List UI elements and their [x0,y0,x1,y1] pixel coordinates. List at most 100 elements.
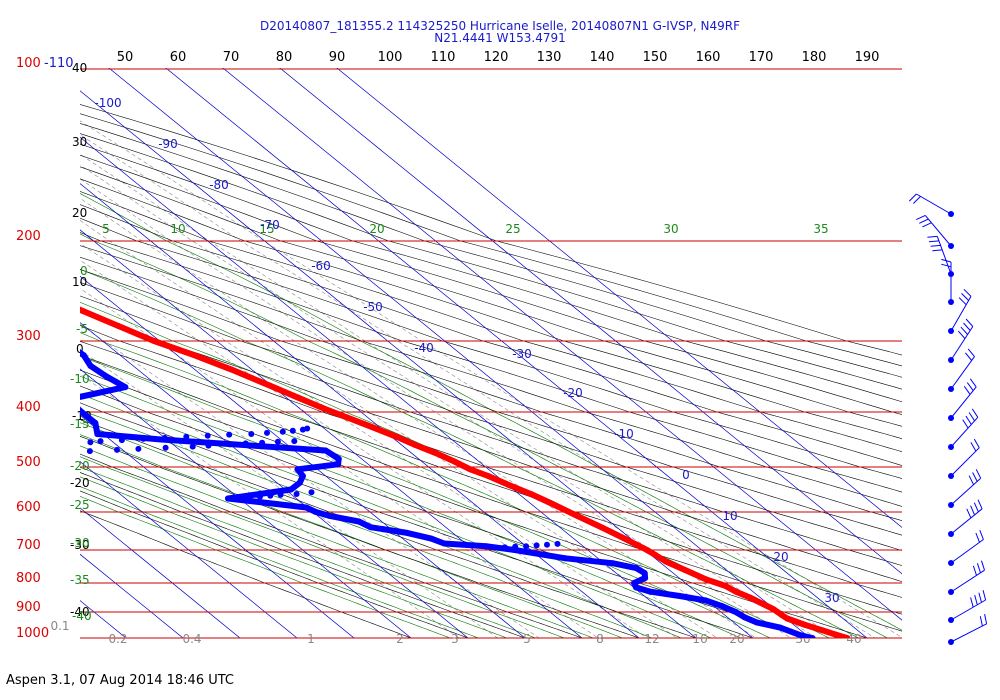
dewpoint-point [304,425,311,432]
isotherm-label: -40 [414,341,434,355]
isotherm-line [80,322,469,638]
dry-adiabat-line [80,453,583,638]
isotherm-line [165,68,868,638]
dry-adiabat-line [80,269,902,536]
dewpoint-point [483,543,490,550]
dewpoint-point [55,450,61,456]
temperature-point [819,627,826,634]
dewpoint-point [809,635,816,638]
dewpoint-point [80,406,81,410]
dry-adiabat-line [80,217,902,479]
mixing-ratio-label: 40 [846,632,861,646]
isotherm-line [80,90,754,638]
upper-green-label: 25 [505,222,520,236]
wind-barb [948,560,985,595]
dewpoint-point [94,431,101,437]
dewpoint-point [80,352,87,359]
left-green-label: -15 [70,417,90,431]
isotherm-line [336,68,902,528]
dewpoint-point [647,588,654,595]
mixing-ratio-line [80,373,460,638]
dewpoint-point [246,494,253,501]
title-line-1: D20140807_181355.2 114325250 Hurricane I… [260,19,740,33]
wind-barb [948,613,988,645]
moist-adiabat-line [80,332,801,638]
dry-adiabat-line [80,232,902,493]
dewpoint-point [312,509,319,515]
upper-green-label: 15 [259,222,274,236]
pressure-label: 300 [16,329,41,344]
pressure-label: 800 [16,571,41,586]
dewpoint-point [544,541,550,548]
dewpoint-point [140,435,147,442]
top-axis-label: 70 [223,50,240,65]
moist-adiabat-line [80,393,712,638]
temperature-point [80,308,86,314]
dewpoint-point [257,493,263,500]
dewpoint-point [291,438,298,445]
pressure-label: 600 [16,500,41,515]
left-temp-label: 30 [72,135,87,149]
dry-adiabat-line [80,385,811,638]
dry-adiabat-line [80,256,902,521]
dewpoint-point [294,466,301,473]
dewpoint-point [501,544,508,551]
dry-adiabat-line [80,435,640,638]
wind-barb [948,378,977,421]
dewpoint-point [288,486,294,493]
temperature-point [320,405,327,412]
wind-barb [948,499,983,537]
left-green-label: -20 [70,459,90,473]
top-axis-label: 50 [117,50,134,65]
dewpoint-point [279,428,286,435]
dewpoint-point [299,473,306,479]
temperature-point [770,606,777,613]
top-axis-label: 160 [696,50,721,65]
upper-green-label: 10 [170,222,185,236]
top-axis-label: 120 [484,50,509,65]
dewpoint-point [86,448,93,455]
isotherm-label: -10 [614,427,634,441]
moist-adiabat-line [80,496,451,638]
isotherm-label: 10 [722,509,737,523]
left-temp-label: 0 [76,342,84,356]
dewpoint-point [205,442,212,449]
left-temp-label: 10 [72,275,87,289]
dewpoint-point [631,580,638,586]
dewpoint-point [404,529,411,536]
dewpoint-point [114,446,120,453]
left-temp-label: -30 [70,538,90,552]
dewpoint-point [512,543,519,550]
dewpoint-point [204,432,211,439]
pressure-label: 100 [16,56,41,71]
dewpoint-point [367,524,374,531]
pressure-label: 900 [16,600,41,615]
mixing-ratio-label: 8 [596,632,604,646]
wind-barbs [908,193,988,645]
wind-barb [948,530,984,566]
mixing-ratio-line [80,134,876,638]
temperature-point [547,500,554,506]
dewpoint-point [92,420,99,426]
dewpoint-point [798,632,805,638]
temperature-point [344,414,351,421]
dewpoint-point [97,438,104,445]
mixing-ratio-line [80,259,648,638]
dewpoint-point [533,542,540,549]
temperature-point [22,284,28,290]
left-temp-label: 20 [72,206,87,220]
axis-labels: 1002003004005006007008009001000-11040302… [16,50,879,646]
isotherm-label: 30 [824,591,839,605]
wind-barb [948,318,974,363]
dewpoint-point [189,443,196,450]
dewpoint-point [777,624,784,631]
dewpoint-point [118,437,125,444]
temperature-point [844,635,850,638]
temperature-point [681,566,688,573]
wind-barb [948,438,980,479]
isotherm-label: -20 [563,386,583,400]
isotherm-line [80,414,355,638]
isotherm-label: 0 [682,468,690,482]
dry-adiabat-line [80,309,902,582]
top-axis-label: 60 [170,50,187,65]
